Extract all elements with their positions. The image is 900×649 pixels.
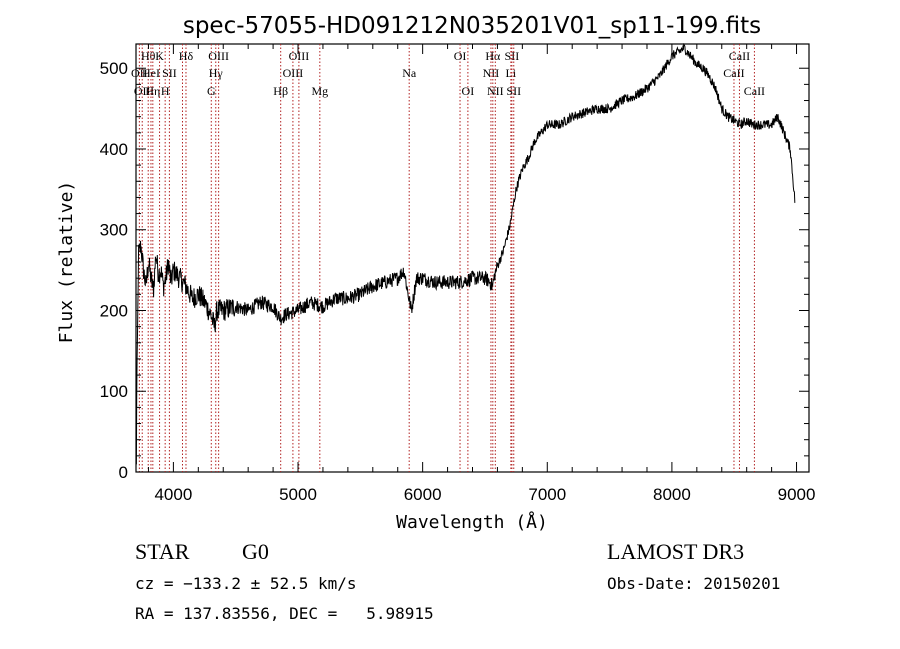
y-tick-label: 500 <box>100 59 128 78</box>
x-axis-label: Wavelength (Å) <box>396 511 548 533</box>
x-tick-label: 9000 <box>778 485 816 504</box>
line-marker-label: Li <box>506 66 517 80</box>
axes: 4000 5000 6000 7000 8000 9000 0 100 200 300 400 500 <box>100 44 816 504</box>
redshift-cz: cz = −133.2 ± 52.5 km/s <box>135 574 357 593</box>
plot-frame <box>135 43 810 473</box>
object-class: STAR <box>135 539 190 564</box>
x-tick-label: 7000 <box>528 485 566 504</box>
object-subclass: G0 <box>242 539 269 564</box>
line-marker-label: K <box>155 49 164 63</box>
line-marker-label: OIII <box>289 49 310 63</box>
spectrum-line <box>135 42 796 465</box>
line-marker-label: OIII <box>283 66 304 80</box>
line-marker-label: Hβ <box>273 84 288 98</box>
x-tick-label: 4000 <box>154 485 192 504</box>
line-marker-label: Na <box>402 66 417 80</box>
line-marker-label: OII <box>134 84 151 98</box>
y-tick-label: 400 <box>100 140 128 159</box>
line-marker-label: SII <box>506 84 521 98</box>
y-tick-label: 100 <box>100 382 128 401</box>
line-marker-label: OII <box>131 66 148 80</box>
line-marker-label: OI <box>462 84 475 98</box>
line-marker-label: Hα <box>485 49 501 63</box>
line-marker-label: OIII <box>208 49 229 63</box>
spectrum-series <box>135 42 796 465</box>
line-marker-label: Mg <box>311 84 328 98</box>
line-marker-label: CaII <box>729 49 750 63</box>
obs-date: Obs-Date: 20150201 <box>607 574 781 593</box>
line-marker-label: NII <box>487 84 504 98</box>
y-tick-label: 200 <box>100 301 128 320</box>
line-marker-label: CaII <box>744 84 765 98</box>
line-marker-label: G <box>207 84 216 98</box>
y-tick-label: 0 <box>119 463 128 482</box>
x-tick-label: 6000 <box>404 485 442 504</box>
line-marker-label: SII <box>505 49 520 63</box>
line-marker-label: Hγ <box>209 66 224 80</box>
ra-dec: RA = 137.83556, DEC = 5.98915 <box>135 604 434 623</box>
line-marker-label: SII <box>162 66 177 80</box>
line-marker-label: HeI <box>142 66 160 80</box>
line-marker-label: Hθ <box>141 49 156 63</box>
y-axis-label: Flux (relative) <box>56 181 77 344</box>
survey-name: LAMOST DR3 <box>607 539 745 564</box>
line-marker-label: Hη <box>145 84 160 98</box>
line-marker-label: CaII <box>723 66 744 80</box>
chart-title: spec-57055-HD091212N035201V01_sp11-199.f… <box>183 13 761 39</box>
line-marker-label: NII <box>483 66 500 80</box>
y-tick-label: 300 <box>100 221 128 240</box>
line-marker-label: Hδ <box>179 49 194 63</box>
line-marker-label: OI <box>454 49 467 63</box>
line-marker-label: H <box>161 84 170 98</box>
x-tick-label: 5000 <box>279 485 317 504</box>
x-tick-label: 8000 <box>653 485 691 504</box>
line-markers: OIIOIIHθHeIHηKHSIIHδGHγOIIIHβOIIIOIIIMgN… <box>131 44 765 472</box>
